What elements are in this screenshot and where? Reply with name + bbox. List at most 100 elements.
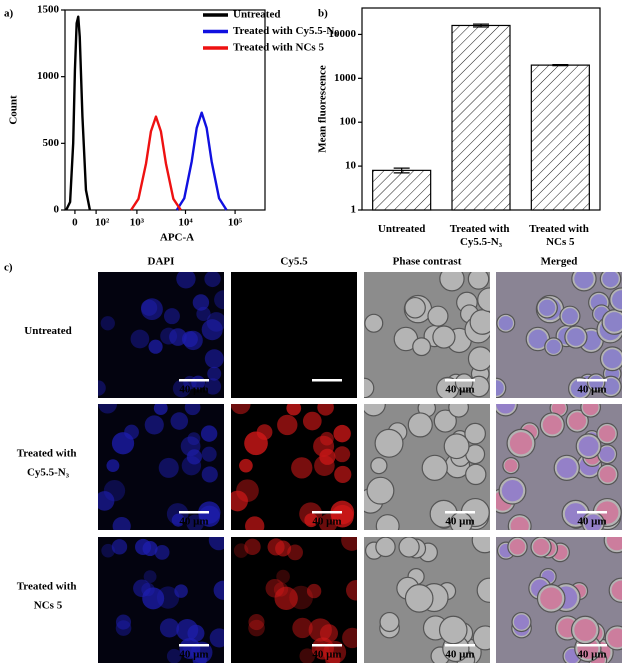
nucleus	[130, 329, 150, 349]
x-tick-label: 10⁴	[178, 217, 193, 229]
scale-bar	[445, 644, 475, 647]
legend-label: Untreated	[233, 9, 280, 21]
nucleus	[101, 543, 115, 558]
nucleus	[98, 491, 115, 511]
image-background	[98, 272, 224, 398]
panel-label: c)	[4, 262, 13, 274]
overlay	[509, 539, 526, 555]
x-axis-label: APC-A	[160, 232, 194, 244]
bar	[451, 24, 511, 211]
y-tick-label: 1	[351, 204, 357, 216]
row-label: Treated with NCs 5	[17, 580, 80, 611]
scale-bar	[577, 511, 607, 514]
scale-bar	[312, 644, 342, 647]
cell	[375, 537, 396, 558]
x-tick-label: 0	[72, 217, 78, 229]
nucleus	[159, 618, 180, 638]
scale-bar-label: 40 μm	[312, 384, 341, 396]
cell	[364, 404, 386, 417]
scale-bar	[312, 511, 342, 514]
cell-signal	[333, 424, 351, 443]
overlay	[567, 328, 585, 346]
nucleus	[140, 299, 158, 316]
nucleus	[204, 349, 224, 369]
y-tick-label: 0	[54, 204, 60, 216]
cell-signal	[346, 580, 357, 601]
cell	[465, 463, 487, 486]
cell-signal	[306, 583, 322, 599]
cell	[404, 584, 434, 613]
cell-signal	[318, 513, 338, 530]
nucleus	[196, 306, 211, 321]
cell-signal	[274, 586, 298, 611]
nucleus	[166, 503, 189, 525]
y-axis-label: Mean fluorescence	[317, 65, 329, 153]
cell-signal	[239, 458, 253, 473]
x-tick-label: 10²	[95, 217, 110, 229]
series-line	[175, 111, 228, 211]
bar	[372, 169, 432, 211]
y-tick-label: 1000	[334, 72, 357, 84]
micrograph: 40 μm	[496, 272, 622, 398]
cell-signal	[334, 465, 352, 483]
nucleus	[201, 446, 217, 462]
column-header: Cy5.5	[280, 256, 308, 268]
micrograph: 40 μm	[496, 404, 622, 530]
cell-signal	[308, 618, 332, 642]
x-tick-label: Untreated	[378, 223, 425, 235]
overlay	[510, 516, 529, 530]
cell	[427, 305, 449, 327]
y-tick-label: 1000	[37, 70, 60, 82]
overlay	[546, 339, 561, 354]
nucleus	[158, 457, 179, 478]
column-header: Merged	[541, 256, 578, 268]
nucleus	[192, 294, 210, 311]
scale-bar-label: 40 μm	[445, 649, 474, 661]
cell	[407, 412, 433, 438]
cell-signal	[334, 446, 351, 463]
scale-bar	[577, 644, 607, 647]
nucleus	[135, 538, 152, 556]
nucleus	[198, 501, 221, 524]
cell	[432, 325, 456, 349]
cell	[464, 422, 486, 445]
x-tick-label: Treated with NCs 5	[529, 223, 592, 248]
micrograph: 40 μm	[98, 404, 224, 530]
overlay	[607, 628, 622, 648]
error-bar	[473, 23, 489, 28]
nucleus	[100, 316, 115, 331]
series-line	[65, 15, 92, 211]
overlay	[542, 415, 562, 435]
nucleus	[184, 404, 201, 416]
panel-label: a)	[4, 8, 14, 20]
cell	[477, 287, 490, 313]
cell-signal	[286, 404, 302, 416]
overlay	[509, 432, 533, 455]
y-tick-label: 1500	[37, 4, 60, 16]
overlay	[570, 379, 589, 398]
cell	[375, 514, 400, 530]
overlay	[561, 308, 578, 325]
x-tick-label: 10³	[130, 217, 145, 229]
micrograph: 40 μm	[496, 537, 622, 663]
nucleus	[112, 516, 131, 530]
nucleus	[180, 436, 201, 457]
cell	[412, 337, 432, 357]
cell-signal	[302, 411, 322, 431]
scale-bar-label: 40 μm	[179, 384, 208, 396]
y-tick-label: 100	[340, 116, 357, 128]
y-axis-label: Count	[8, 95, 20, 125]
micrograph: 40 μm	[364, 404, 490, 530]
cell-signal	[233, 543, 249, 558]
nucleus	[170, 412, 189, 430]
series-line	[130, 115, 182, 211]
overlay	[598, 425, 616, 442]
column-header: Phase contrast	[393, 256, 462, 268]
nucleus	[179, 637, 201, 659]
cell	[439, 272, 465, 292]
scale-bar-label: 40 μm	[577, 516, 606, 528]
overlay	[513, 614, 530, 630]
micrograph: 40 μm	[364, 272, 490, 398]
cell	[448, 404, 470, 418]
micrograph: 40 μm	[98, 537, 224, 663]
